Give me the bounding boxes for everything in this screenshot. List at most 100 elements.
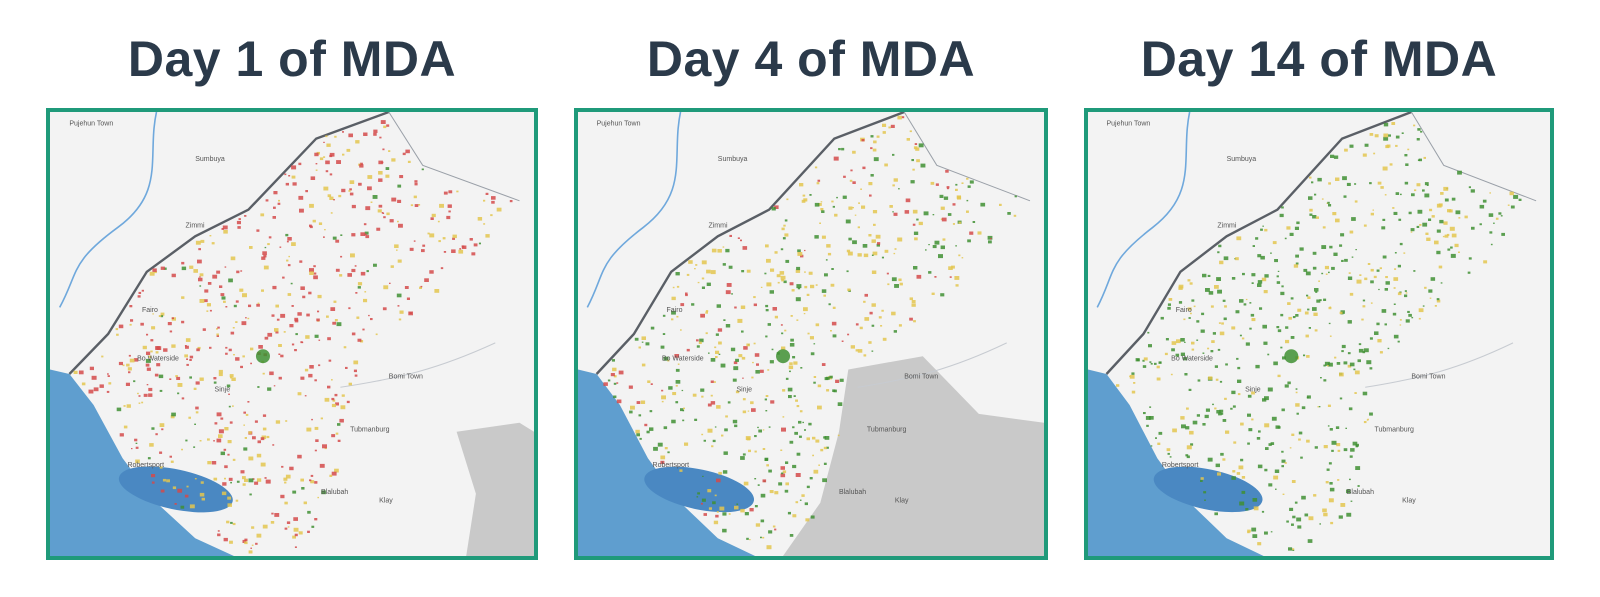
settlement-dot xyxy=(225,306,228,308)
settlement-dot xyxy=(1380,186,1384,189)
settlement-dot xyxy=(1305,334,1309,338)
settlement-dot xyxy=(1223,317,1227,321)
settlement-dot xyxy=(1222,419,1227,422)
settlement-dot xyxy=(1186,455,1190,459)
settlement-dot xyxy=(228,278,233,283)
settlement-dot xyxy=(916,159,920,163)
settlement-dot xyxy=(1272,241,1277,245)
settlement-dot xyxy=(189,359,192,361)
settlement-dot xyxy=(327,385,331,389)
settlement-dot xyxy=(1450,253,1456,258)
place-label: Sinje xyxy=(215,387,231,394)
place-label: Klay xyxy=(895,498,909,505)
settlement-dot xyxy=(1158,361,1162,364)
settlement-dot xyxy=(1322,508,1327,513)
settlement-dot xyxy=(803,307,808,312)
settlement-dot xyxy=(161,428,164,431)
settlement-dot xyxy=(1314,446,1318,449)
settlement-dot xyxy=(1261,277,1267,282)
settlement-dot xyxy=(807,332,810,335)
settlement-dot xyxy=(292,535,296,539)
settlement-dot xyxy=(123,425,128,429)
settlement-dot xyxy=(223,537,228,542)
settlement-dot xyxy=(242,476,246,480)
place-label: Sinje xyxy=(736,387,752,394)
settlement-dot xyxy=(812,454,814,457)
settlement-dot xyxy=(801,494,805,497)
settlement-dot xyxy=(1287,381,1291,385)
settlement-dot xyxy=(941,217,947,222)
settlement-dot xyxy=(1273,475,1279,480)
settlement-dot xyxy=(629,410,633,414)
settlement-dot xyxy=(1369,133,1374,136)
settlement-dot xyxy=(365,206,371,211)
settlement-dot xyxy=(1183,357,1188,361)
settlement-dot xyxy=(462,245,467,249)
settlement-dot xyxy=(873,157,879,162)
settlement-dot xyxy=(348,133,353,138)
settlement-dot xyxy=(914,143,918,145)
settlement-dot xyxy=(762,429,765,431)
map-frame[interactable]: Pujehun Town Sumbuya Zimmi Fairo Bo Watersid… xyxy=(1084,108,1554,560)
settlement-dot xyxy=(1290,336,1295,339)
place-label: Sumbuya xyxy=(1227,156,1257,163)
settlement-dot xyxy=(148,355,152,358)
settlement-dot xyxy=(434,289,440,293)
settlement-dot xyxy=(1165,338,1169,341)
settlement-dot xyxy=(235,357,240,361)
settlement-dot xyxy=(942,238,946,241)
settlement-dot xyxy=(863,253,869,258)
settlement-dot xyxy=(733,361,738,365)
settlement-dot xyxy=(1321,198,1324,200)
settlement-dot xyxy=(1241,490,1246,494)
settlement-dot xyxy=(134,438,138,442)
settlement-dot xyxy=(817,179,821,182)
settlement-dot xyxy=(419,286,422,289)
settlement-dot xyxy=(337,423,341,426)
settlement-dot xyxy=(1175,353,1180,357)
settlement-dot xyxy=(892,211,894,213)
settlement-dot xyxy=(220,293,225,297)
settlement-dot xyxy=(787,511,791,515)
settlement-dot xyxy=(206,310,209,312)
settlement-dot xyxy=(1507,204,1510,206)
settlement-dot xyxy=(127,367,132,371)
settlement-dot xyxy=(397,259,402,263)
settlement-dot xyxy=(350,253,355,258)
settlement-dot xyxy=(1339,372,1344,377)
settlement-dot xyxy=(1323,512,1328,517)
settlement-dot xyxy=(641,363,646,367)
settlement-dot xyxy=(958,254,961,257)
settlement-dot xyxy=(1297,525,1302,529)
settlement-dot xyxy=(1362,305,1366,308)
settlement-dot xyxy=(961,182,964,184)
settlement-dot xyxy=(378,204,383,208)
map-frame[interactable]: Pujehun Town Sumbuya Zimmi Fairo Bo Watersid… xyxy=(574,108,1048,560)
settlement-dot xyxy=(142,345,147,350)
settlement-dot xyxy=(306,313,310,317)
settlement-dot xyxy=(1308,327,1311,329)
settlement-dot xyxy=(256,303,260,307)
settlement-dot xyxy=(1349,230,1354,234)
settlement-dot xyxy=(635,429,640,434)
map-frame[interactable]: Pujehun Town Sumbuya Zimmi Fairo Bo Watersid… xyxy=(46,108,538,560)
place-label: Bomi Town xyxy=(1411,373,1445,380)
settlement-dot xyxy=(855,349,859,352)
settlement-dot xyxy=(821,363,826,366)
settlement-dot xyxy=(1410,231,1413,233)
settlement-dot xyxy=(328,359,332,362)
settlement-dot xyxy=(1413,270,1416,272)
settlement-dot xyxy=(634,337,639,341)
settlement-dot xyxy=(1160,316,1164,320)
settlement-dot xyxy=(443,191,448,195)
settlement-dot xyxy=(217,533,221,537)
settlement-dot xyxy=(223,448,227,451)
settlement-dot xyxy=(1169,456,1172,458)
settlement-dot xyxy=(1184,373,1188,376)
settlement-dot xyxy=(1404,294,1408,298)
settlement-dot xyxy=(360,271,366,276)
settlement-dot xyxy=(871,239,876,243)
place-label: Zimmi xyxy=(186,222,205,229)
settlement-dot xyxy=(148,387,153,392)
settlement-dot xyxy=(218,434,223,438)
